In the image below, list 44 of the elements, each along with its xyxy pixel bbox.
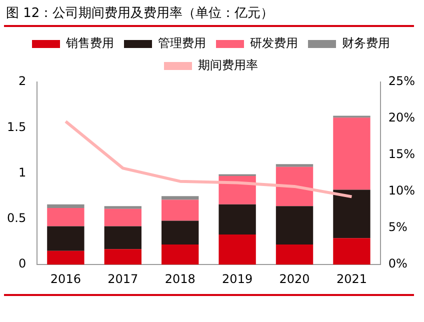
bar	[47, 208, 84, 226]
bar	[276, 166, 314, 206]
bar	[104, 249, 142, 265]
bar	[162, 200, 199, 221]
x-tick-label: 2020	[279, 272, 310, 286]
y-tick-label: 1.5	[6, 120, 26, 134]
x-tick-label: 2017	[108, 272, 138, 286]
bar	[276, 206, 314, 245]
bar	[162, 196, 199, 200]
bar	[104, 206, 142, 209]
legend-label: 管理费用	[158, 36, 206, 50]
bar	[333, 190, 370, 238]
legend-label: 期间费用率	[198, 58, 258, 72]
y2-tick-label: 20%	[388, 110, 415, 125]
bar	[162, 220, 199, 245]
chart-title: 图 12：公司期间费用及费用率（单位：亿元）	[6, 5, 274, 22]
bar	[104, 208, 142, 226]
y2-tick-label: 15%	[388, 147, 415, 162]
y2-tick-label: 5%	[388, 220, 408, 234]
y2-tick-label: 10%	[388, 184, 415, 198]
bar	[276, 244, 314, 265]
y2-tick-label: 25%	[388, 74, 415, 88]
y2-tick-label: 0%	[388, 256, 408, 271]
bar	[47, 226, 84, 251]
bar	[47, 250, 84, 265]
legend-label: 财务费用	[342, 36, 390, 50]
bar	[276, 164, 314, 167]
x-tick-label: 2019	[222, 272, 253, 286]
bar	[218, 204, 256, 234]
bar	[162, 244, 199, 265]
legend-label: 研发费用	[250, 36, 298, 50]
x-tick-label: 2018	[164, 272, 196, 286]
y-tick-label: 0.5	[6, 211, 26, 226]
bar	[333, 118, 370, 190]
x-tick-label: 2021	[336, 272, 367, 286]
y-tick-label: 1	[18, 165, 26, 180]
bar	[104, 226, 142, 250]
y-tick-label: 0	[18, 256, 26, 271]
bar	[47, 204, 84, 208]
legend-label: 销售费用	[65, 36, 114, 50]
bar	[218, 234, 256, 265]
bar	[333, 238, 370, 265]
x-tick-label: 2016	[50, 272, 81, 286]
y-tick-label: 2	[18, 74, 26, 88]
